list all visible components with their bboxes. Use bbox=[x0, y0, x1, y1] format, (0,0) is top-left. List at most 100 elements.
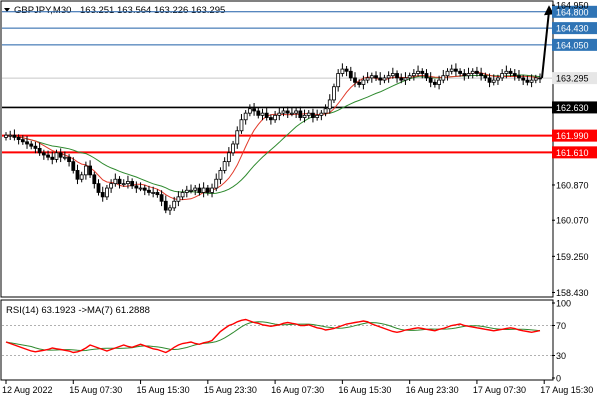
candle-bull bbox=[294, 110, 299, 114]
candle-bear bbox=[268, 117, 273, 121]
candle-bull bbox=[529, 79, 534, 83]
candle-bull bbox=[176, 196, 181, 202]
price-tag-bg bbox=[552, 5, 597, 18]
candle-bull bbox=[235, 130, 240, 145]
projection-arrow bbox=[541, 5, 554, 79]
arrow-head-icon bbox=[544, 5, 554, 16]
candle-bear bbox=[348, 70, 353, 79]
candle-bull bbox=[533, 77, 538, 81]
candle-bear bbox=[525, 79, 530, 83]
candle-bull bbox=[361, 79, 366, 85]
candle-bear bbox=[512, 73, 517, 77]
candle-bull bbox=[332, 86, 336, 101]
candle-bull bbox=[411, 73, 416, 77]
time-tick-label: 16 Aug 15:30 bbox=[338, 385, 391, 395]
candle-bear bbox=[462, 73, 467, 77]
candle-bull bbox=[62, 156, 67, 159]
price-tag-bg bbox=[552, 146, 597, 159]
candle-bull bbox=[218, 170, 223, 180]
candle-bull bbox=[327, 99, 332, 110]
candle-bear bbox=[92, 174, 97, 185]
candle-bear bbox=[428, 77, 433, 83]
candle-bull bbox=[54, 152, 59, 160]
candle-bull bbox=[193, 187, 198, 191]
candle-bear bbox=[378, 77, 383, 81]
time-tick-label: 16 Aug 07:30 bbox=[271, 385, 324, 395]
candle-bear bbox=[130, 181, 135, 187]
candle-bull bbox=[113, 178, 118, 185]
candle-bull bbox=[449, 68, 454, 72]
rsi-line bbox=[5, 318, 541, 354]
rsi-header: RSI(14) 63.1923 ->MA(7) 61.2888 bbox=[6, 305, 150, 316]
candle-bull bbox=[340, 68, 345, 74]
candle-bear bbox=[71, 161, 76, 171]
candle-bear bbox=[252, 108, 256, 112]
candle-bear bbox=[432, 81, 437, 85]
symbol-timeframe: GBPJPY,M30 bbox=[14, 5, 71, 16]
rsi-plot: 100 70 30 0 bbox=[2, 299, 571, 384]
candle-bear bbox=[96, 183, 101, 193]
candle-bear bbox=[454, 68, 458, 72]
candle-bear bbox=[458, 70, 463, 74]
candle-bull bbox=[231, 143, 235, 154]
candle-bear bbox=[12, 134, 17, 138]
candle-bull bbox=[365, 77, 370, 81]
candle-bull bbox=[168, 207, 172, 211]
candle-bull bbox=[138, 187, 143, 190]
candle-bear bbox=[483, 75, 488, 79]
candle-bull bbox=[260, 112, 265, 116]
candle-bull bbox=[496, 77, 500, 81]
candles bbox=[4, 63, 542, 215]
candle-bear bbox=[25, 141, 29, 145]
time-tick-label: 15 Aug 07:30 bbox=[69, 385, 122, 395]
candle-bull bbox=[180, 192, 185, 198]
candle-bull bbox=[226, 152, 231, 163]
time-axis: 12 Aug 2022 15 Aug 07:30 15 Aug 15:30 15 Au… bbox=[2, 380, 593, 395]
candle-bear bbox=[521, 77, 526, 81]
candle-bear bbox=[517, 75, 521, 79]
candle-bear bbox=[142, 187, 147, 191]
price-tag-label: 161.990 bbox=[556, 131, 589, 141]
price-tick-label: 158.430 bbox=[556, 288, 589, 298]
candle-bear bbox=[159, 194, 164, 202]
dropdown-triangle-icon[interactable] bbox=[4, 8, 10, 12]
candle-bull bbox=[121, 183, 126, 186]
candle-bear bbox=[256, 110, 261, 116]
levels-layer bbox=[2, 11, 552, 154]
candle-bull bbox=[336, 73, 341, 88]
candle-bull bbox=[239, 119, 244, 132]
candle-bull bbox=[323, 108, 328, 114]
price-tag-bg bbox=[552, 101, 597, 114]
candle-bear bbox=[100, 192, 105, 198]
candle-bear bbox=[399, 77, 404, 81]
candle-bear bbox=[487, 77, 492, 83]
candle-bull bbox=[369, 75, 374, 79]
candle-bull bbox=[109, 183, 114, 189]
candle-bear bbox=[298, 110, 303, 118]
candle-bull bbox=[466, 73, 471, 77]
price-tag-label: 164.050 bbox=[556, 40, 589, 50]
candle-bull bbox=[201, 187, 206, 193]
candle-bear bbox=[205, 187, 210, 193]
ma-fast-line bbox=[6, 71, 541, 201]
candle-bull bbox=[319, 112, 324, 116]
price-tag-bg bbox=[552, 129, 597, 142]
candle-bear bbox=[424, 73, 429, 79]
time-tick-label: 12 Aug 2022 bbox=[2, 385, 53, 395]
candle-bull bbox=[151, 192, 156, 194]
candle-bull bbox=[315, 114, 320, 118]
candle-bear bbox=[357, 81, 362, 85]
candle-bear bbox=[20, 139, 25, 143]
price-tick-label: 164.950 bbox=[556, 1, 589, 11]
price-tag-bg bbox=[552, 72, 597, 85]
candle-bull bbox=[4, 134, 8, 138]
rsi-tick-label: 100 bbox=[556, 299, 571, 309]
candle-bull bbox=[184, 189, 189, 193]
candle-bull bbox=[247, 108, 252, 114]
ohlc-values: 163.251 163.564 163.226 163.295 bbox=[80, 5, 225, 16]
candle-bull bbox=[79, 174, 84, 180]
candle-bull bbox=[8, 134, 13, 137]
main-panel bbox=[0, 0, 554, 298]
candle-bull bbox=[105, 187, 109, 198]
rsi-tick-label: 30 bbox=[556, 351, 566, 361]
